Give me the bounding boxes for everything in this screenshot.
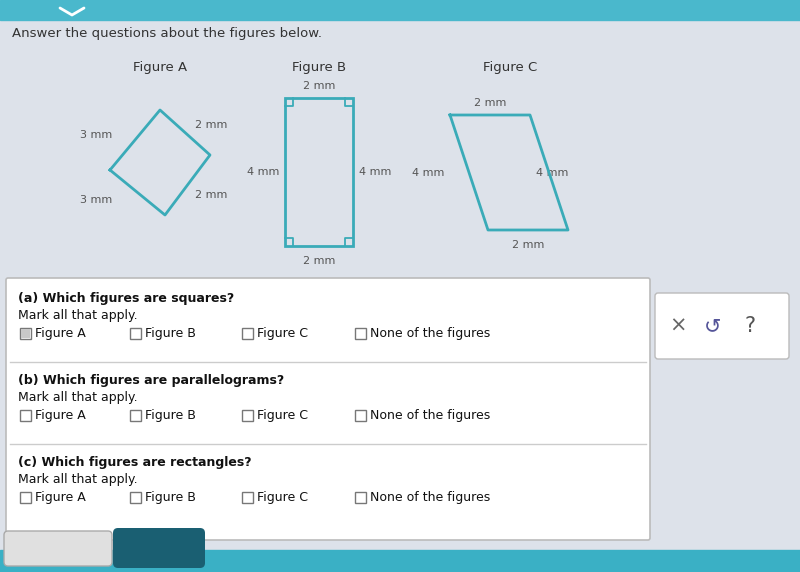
Bar — [130, 410, 141, 420]
Bar — [355, 328, 366, 339]
Bar — [130, 328, 141, 339]
Text: 3 mm: 3 mm — [80, 195, 112, 205]
Text: Check: Check — [135, 541, 182, 555]
Text: 2 mm: 2 mm — [303, 256, 335, 266]
Text: Figure A: Figure A — [133, 62, 187, 74]
Text: Figure A: Figure A — [35, 408, 86, 422]
Text: 2 mm: 2 mm — [474, 98, 506, 108]
Text: 4 mm: 4 mm — [246, 167, 279, 177]
Text: 4 mm: 4 mm — [359, 167, 391, 177]
Text: ×: × — [670, 316, 686, 336]
Text: Figure C: Figure C — [257, 408, 308, 422]
Text: Figure C: Figure C — [483, 62, 537, 74]
Text: Figure B: Figure B — [145, 327, 196, 340]
Text: None of the figures: None of the figures — [370, 327, 490, 340]
Text: Figure B: Figure B — [145, 408, 196, 422]
Text: (b) Which figures are parallelograms?: (b) Which figures are parallelograms? — [18, 374, 284, 387]
Text: Mark all that apply.: Mark all that apply. — [18, 391, 138, 404]
Bar — [355, 491, 366, 502]
Bar — [20, 328, 31, 339]
Bar — [20, 410, 31, 420]
Text: 2 mm: 2 mm — [195, 190, 227, 200]
Text: Answer the questions about the figures below.: Answer the questions about the figures b… — [12, 27, 322, 41]
FancyBboxPatch shape — [655, 293, 789, 359]
FancyBboxPatch shape — [113, 528, 205, 568]
Text: Figure A: Figure A — [35, 491, 86, 503]
Text: Figure C: Figure C — [257, 491, 308, 503]
Text: 2 mm: 2 mm — [512, 240, 544, 250]
Bar — [355, 410, 366, 420]
Text: (c) Which figures are rectangles?: (c) Which figures are rectangles? — [18, 456, 252, 469]
Bar — [0, 550, 800, 572]
Text: ↺: ↺ — [704, 316, 722, 336]
Text: 2 mm: 2 mm — [303, 81, 335, 91]
Bar — [242, 491, 253, 502]
Text: Mark all that apply.: Mark all that apply. — [18, 473, 138, 486]
Text: ?: ? — [745, 316, 755, 336]
Text: (a) Which figures are squares?: (a) Which figures are squares? — [18, 292, 234, 305]
Text: None of the figures: None of the figures — [370, 491, 490, 503]
Text: 4 mm: 4 mm — [536, 168, 568, 177]
Text: Figure B: Figure B — [292, 62, 346, 74]
Text: None of the figures: None of the figures — [370, 408, 490, 422]
Text: 4 mm: 4 mm — [412, 168, 444, 177]
Bar — [20, 491, 31, 502]
Bar — [0, 0, 800, 20]
Text: Figure A: Figure A — [35, 327, 86, 340]
Text: Figure B: Figure B — [145, 491, 196, 503]
FancyBboxPatch shape — [6, 278, 650, 540]
Bar — [130, 491, 141, 502]
Text: 3 mm: 3 mm — [80, 130, 112, 140]
Text: 2 mm: 2 mm — [195, 120, 227, 130]
Bar — [242, 328, 253, 339]
Bar — [21, 328, 30, 337]
Text: Explanation: Explanation — [21, 542, 95, 554]
Bar — [242, 410, 253, 420]
FancyBboxPatch shape — [4, 531, 112, 566]
Text: Mark all that apply.: Mark all that apply. — [18, 309, 138, 322]
Text: Figure C: Figure C — [257, 327, 308, 340]
Text: © 2022 McGraw Hill LLC. All Rights Re: © 2022 McGraw Hill LLC. All Rights Re — [622, 559, 796, 568]
